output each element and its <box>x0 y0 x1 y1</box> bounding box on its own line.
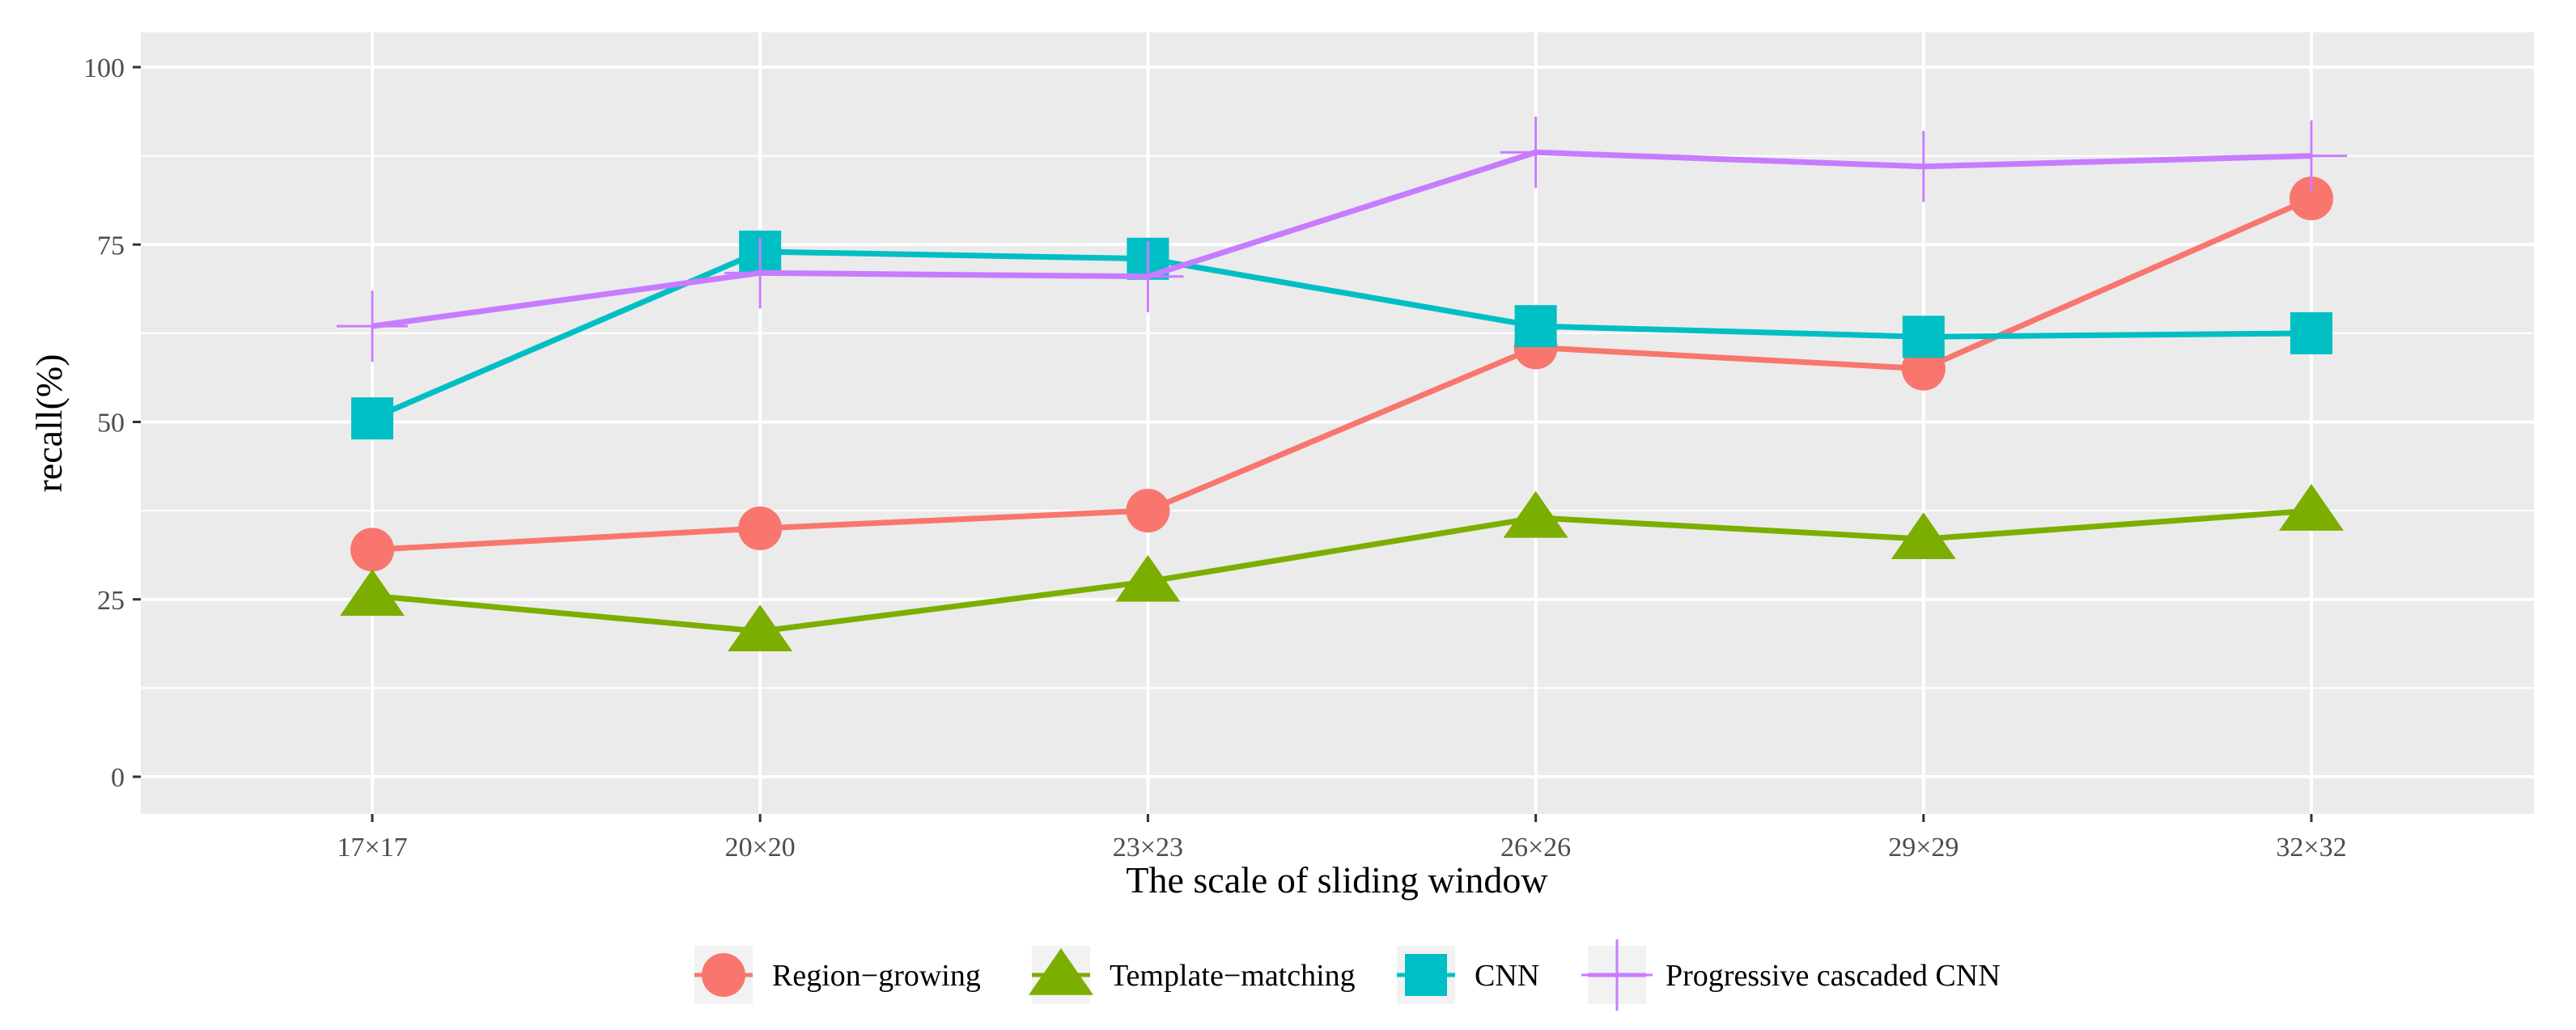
legend-key-marker <box>702 953 745 997</box>
data-point-template-matching <box>728 604 793 651</box>
series-progressive-cascaded-cnn <box>337 117 2347 362</box>
legend: Region−growing Template−matching CNN Progre… <box>694 939 2001 1011</box>
legend-item-region-growing: Region−growing <box>694 946 981 1004</box>
legend-item-template-matching: Template−matching <box>1029 946 1356 1004</box>
data-point-region-growing <box>1126 489 1170 533</box>
data-point-template-matching <box>1503 490 1568 538</box>
y-tick-label: 50 <box>97 409 125 439</box>
legend-item-progressive-cascaded-cnn: Progressive cascaded CNN <box>1581 939 2001 1011</box>
x-axis-title: The scale of sliding window <box>1126 859 1548 901</box>
data-point-cnn <box>1514 305 1557 348</box>
data-point-progressive-cascaded-cnn <box>337 290 408 362</box>
legend-key-marker <box>1581 939 1653 1011</box>
x-axis: 17×17 20×20 23×23 26×26 29×29 32×32 <box>337 814 2347 863</box>
legend-key-marker <box>1405 954 1447 996</box>
data-point-template-matching <box>1115 554 1181 602</box>
series-line-region-growing <box>371 196 2313 553</box>
series-line-progressive-cascaded-cnn <box>371 149 2312 329</box>
data-point-progressive-cascaded-cnn <box>1112 240 1184 312</box>
data-point-region-growing <box>738 507 783 551</box>
x-tick-label: 29×29 <box>1888 833 1959 863</box>
series-layer <box>337 117 2347 651</box>
legend-key-marker <box>1029 948 1093 995</box>
data-point-template-matching <box>2279 484 2344 531</box>
data-point-region-growing <box>350 528 394 572</box>
series-template-matching <box>340 484 2344 651</box>
data-point-progressive-cascaded-cnn <box>1887 130 1959 202</box>
legend-item-cnn: CNN <box>1397 946 1539 1004</box>
y-tick-label: 100 <box>83 53 125 83</box>
x-tick-label: 20×20 <box>725 833 796 863</box>
y-axis: 0 25 50 75 100 <box>83 53 141 793</box>
series-line-template-matching <box>371 507 2312 634</box>
data-point-region-growing <box>2290 176 2333 221</box>
data-point-progressive-cascaded-cnn <box>724 237 796 309</box>
data-point-template-matching <box>340 569 405 617</box>
legend-label: Progressive cascaded CNN <box>1666 959 2001 993</box>
legend-label: Template−matching <box>1110 959 1356 993</box>
data-point-template-matching <box>1891 512 1956 559</box>
x-tick-label: 23×23 <box>1113 833 1183 863</box>
y-axis-title: recall(%) <box>28 354 70 492</box>
y-tick-label: 75 <box>97 231 125 261</box>
data-point-cnn <box>1902 316 1945 358</box>
x-tick-label: 17×17 <box>337 833 407 863</box>
y-tick-label: 0 <box>111 763 125 793</box>
data-point-progressive-cascaded-cnn <box>2276 120 2347 192</box>
data-point-progressive-cascaded-cnn <box>1500 117 1572 189</box>
legend-label: Region−growing <box>772 959 981 993</box>
x-tick-label: 26×26 <box>1500 833 1571 863</box>
legend-label: CNN <box>1475 959 1539 993</box>
y-tick-label: 25 <box>97 586 125 616</box>
data-point-cnn <box>351 397 393 440</box>
data-point-cnn <box>2290 312 2332 354</box>
x-tick-label: 32×32 <box>2276 833 2346 863</box>
